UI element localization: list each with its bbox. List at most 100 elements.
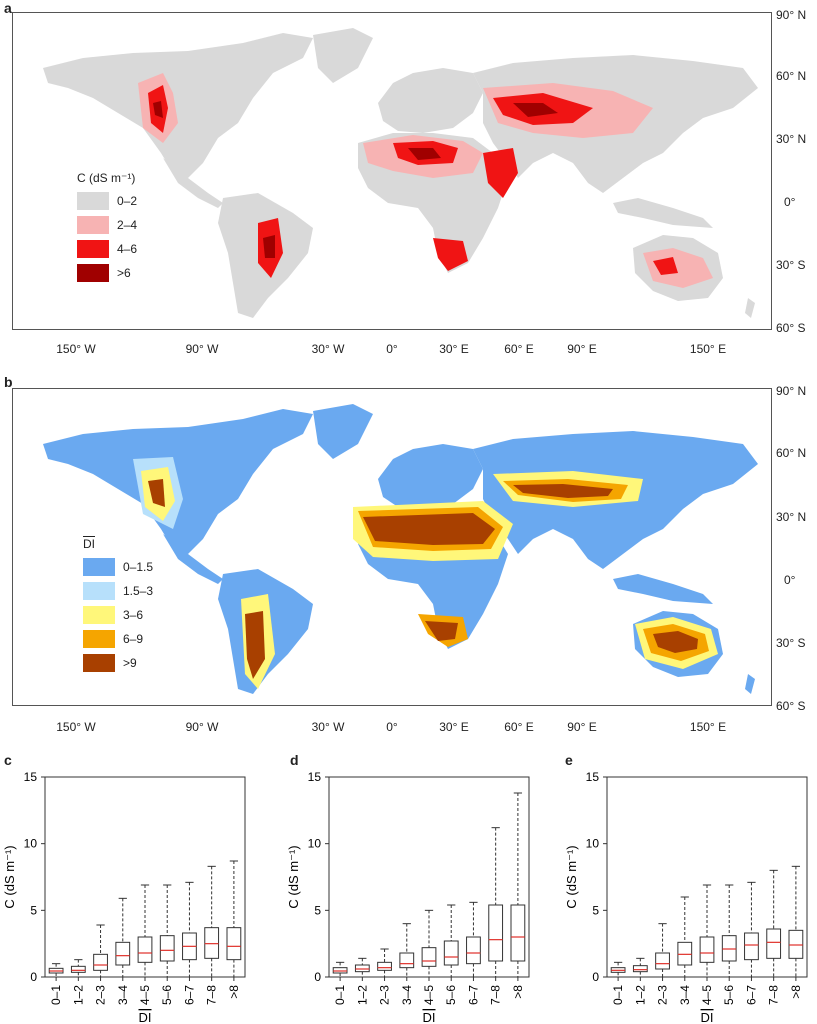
x-tick-label: 2–3 bbox=[656, 985, 670, 1005]
y-axis-label: C (dS m⁻¹) bbox=[2, 845, 17, 908]
y-tick-label: 5 bbox=[30, 903, 37, 917]
box bbox=[443, 940, 459, 966]
box bbox=[655, 952, 670, 970]
salinity-legend-row: >6 bbox=[77, 263, 137, 283]
x-tick-label: 4–5 bbox=[700, 985, 714, 1005]
y-axis-label: C (dS m⁻¹) bbox=[286, 845, 301, 908]
lat-label: 30° S bbox=[776, 636, 806, 650]
panel-letter-b: b bbox=[4, 374, 13, 390]
panel-letter-e: e bbox=[565, 752, 573, 768]
x-tick-label: >8 bbox=[789, 985, 803, 999]
lon-label: 60° E bbox=[504, 342, 534, 356]
legend-label: 4–6 bbox=[117, 242, 138, 256]
salinity-legend-row: 2–4 bbox=[77, 215, 137, 235]
legend-label: 0–2 bbox=[117, 194, 138, 208]
x-tick-label: >8 bbox=[227, 985, 241, 999]
box bbox=[677, 941, 693, 966]
box bbox=[766, 928, 782, 959]
box bbox=[204, 927, 220, 959]
x-tick-label: 1–2 bbox=[355, 985, 369, 1005]
lat-label: 0° bbox=[784, 573, 796, 587]
x-tick-label: 0–1 bbox=[49, 985, 63, 1005]
legend-label: 0–1.5 bbox=[123, 560, 154, 574]
x-tick-label: 3–4 bbox=[400, 985, 414, 1005]
saline-hotspots bbox=[138, 73, 713, 288]
x-tick-label: 6–7 bbox=[182, 985, 196, 1005]
box bbox=[466, 936, 481, 965]
aridity-zones bbox=[133, 457, 718, 689]
box bbox=[744, 932, 759, 961]
box bbox=[510, 904, 526, 962]
y-tick-label: 15 bbox=[308, 770, 322, 784]
box bbox=[399, 952, 415, 969]
lat-label: 90° N bbox=[776, 384, 807, 398]
box bbox=[226, 927, 242, 961]
y-axis-label: C (dS m⁻¹) bbox=[564, 845, 579, 908]
y-tick-label: 10 bbox=[308, 837, 322, 851]
panel-letter-c: c bbox=[4, 752, 12, 768]
legend-swatch bbox=[77, 264, 109, 282]
x-tick-label: 4–5 bbox=[138, 985, 152, 1005]
lon-label: 30° E bbox=[439, 342, 469, 356]
lat-label: 30° N bbox=[776, 132, 807, 146]
legend-label: 1.5–3 bbox=[123, 584, 154, 598]
legend-swatch bbox=[77, 216, 109, 234]
salinity-map-svg bbox=[43, 28, 758, 318]
lon-label: 150° E bbox=[689, 342, 727, 356]
box bbox=[788, 929, 804, 959]
box bbox=[332, 967, 348, 974]
lon-label: 90° W bbox=[185, 720, 219, 734]
box bbox=[377, 961, 392, 971]
y-tick-label: 10 bbox=[586, 837, 600, 851]
x-tick-label: 2–3 bbox=[94, 985, 108, 1005]
x-tick-label: 3–4 bbox=[678, 985, 692, 1005]
y-tick-label: 5 bbox=[314, 903, 321, 917]
lon-label: 90° E bbox=[567, 342, 597, 356]
lat-label: 60° N bbox=[776, 446, 807, 460]
lon-label: 150° W bbox=[56, 342, 96, 356]
lon-label: 30° E bbox=[439, 720, 469, 734]
legend-label: >9 bbox=[123, 656, 137, 670]
box bbox=[93, 953, 108, 971]
box bbox=[721, 935, 737, 962]
lon-label: 0° bbox=[386, 342, 398, 356]
box bbox=[159, 935, 175, 962]
x-tick-label: 2–3 bbox=[378, 985, 392, 1005]
x-tick-label: 7–8 bbox=[767, 985, 781, 1005]
x-tick-label: >8 bbox=[511, 985, 525, 999]
y-tick-label: 15 bbox=[24, 770, 38, 784]
lat-label: 60° S bbox=[776, 699, 806, 713]
salinity-legend: C (dS m⁻¹) 0–2 2–4 4–6 >6 bbox=[77, 171, 137, 287]
drought-index-map-svg bbox=[43, 404, 758, 694]
drought-legend-row: 3–6 bbox=[83, 605, 153, 625]
lon-label: 60° E bbox=[504, 720, 534, 734]
legend-swatch bbox=[83, 630, 115, 648]
legend-swatch bbox=[83, 606, 115, 624]
lon-label: 150° E bbox=[689, 720, 727, 734]
box bbox=[488, 904, 504, 962]
box bbox=[70, 965, 86, 973]
x-tick-label: 6–7 bbox=[466, 985, 480, 1005]
legend-swatch bbox=[77, 192, 109, 210]
y-tick-label: 5 bbox=[592, 903, 599, 917]
drought-legend: DI 0–1.5 1.5–3 3–6 6–9 >9 bbox=[83, 537, 153, 677]
panel-letter-a: a bbox=[4, 0, 12, 16]
salinity-legend-row: 0–2 bbox=[77, 191, 137, 211]
box bbox=[354, 964, 370, 973]
boxplot-d: 0 5 10 15 C (dS m⁻¹) 0–1 1–2 2–3 3–4 4–5 5–6 6–7 7–8… bbox=[286, 770, 530, 1024]
lat-label: 60° N bbox=[776, 69, 807, 83]
x-tick-label: 5–6 bbox=[444, 985, 458, 1005]
y-tick-label: 0 bbox=[30, 970, 37, 984]
panel-letter-d: d bbox=[290, 752, 299, 768]
x-tick-label: 5–6 bbox=[160, 985, 174, 1005]
legend-swatch bbox=[77, 240, 109, 258]
x-axis-label: DI bbox=[701, 1010, 714, 1024]
drought-legend-title: DI bbox=[83, 537, 95, 551]
x-tick-label: 6–7 bbox=[744, 985, 758, 1005]
box bbox=[699, 936, 715, 963]
x-tick-label: 5–6 bbox=[722, 985, 736, 1005]
x-tick-label: 0–1 bbox=[333, 985, 347, 1005]
salinity-legend-row: 4–6 bbox=[77, 239, 137, 259]
salinity-legend-title: C (dS m⁻¹) bbox=[77, 171, 136, 185]
lon-label: 90° E bbox=[567, 720, 597, 734]
